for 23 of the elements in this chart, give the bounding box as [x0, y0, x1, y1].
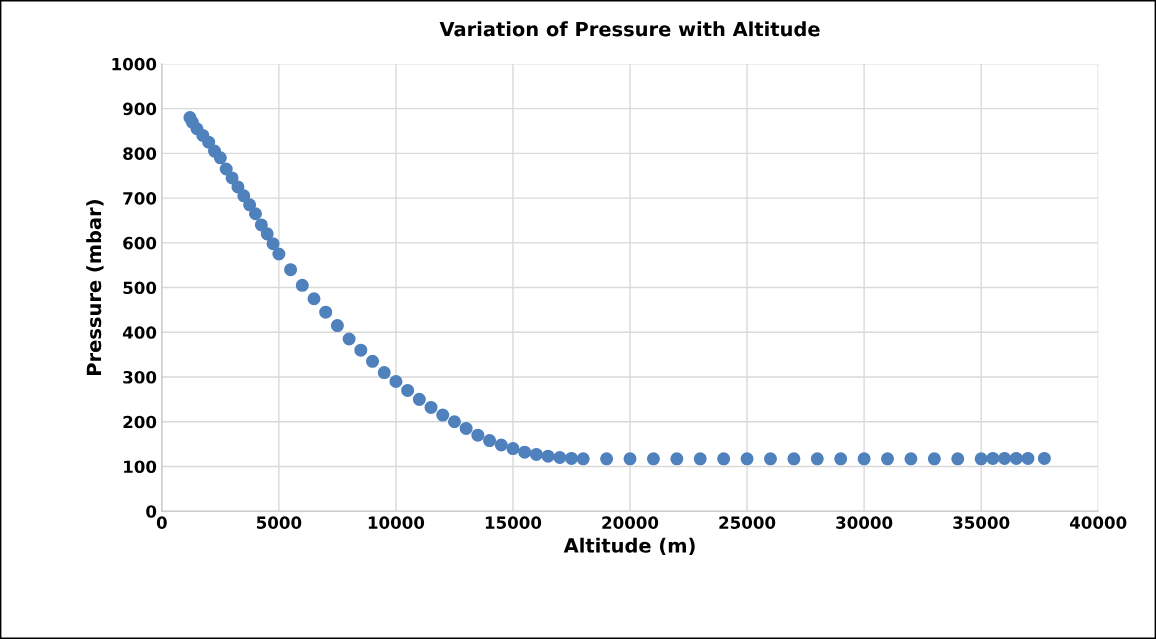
- y-tick-label: 300: [123, 370, 157, 384]
- x-tick-label: 0: [156, 516, 167, 529]
- x-tick-label: 10000: [368, 516, 425, 529]
- y-axis-title: Pressure (mbar): [86, 200, 104, 375]
- x-tick-label: 25000: [719, 516, 776, 529]
- y-tick-label: 500: [123, 281, 157, 295]
- chart-title: Variation of Pressure with Altitude: [439, 21, 820, 37]
- x-tick-label: 20000: [602, 516, 659, 529]
- x-tick-label: 5000: [256, 516, 302, 529]
- y-tick-label: 600: [123, 236, 157, 250]
- y-tick-label: 1000: [112, 57, 157, 71]
- y-tick-label: 0: [146, 505, 157, 518]
- x-tick-label: 40000: [1069, 516, 1127, 529]
- y-tick-label: 900: [123, 102, 157, 116]
- y-tick-label: 100: [124, 460, 157, 474]
- x-axis-title: Altitude (m): [563, 537, 695, 556]
- x-tick-label: 30000: [836, 516, 893, 529]
- x-tick-label: 15000: [485, 516, 542, 529]
- y-tick-label: 400: [122, 326, 157, 339]
- y-tick-label: 800: [123, 147, 157, 160]
- y-tick-label: 200: [123, 415, 157, 429]
- y-tick-label: 700: [123, 192, 157, 205]
- x-tick-label: 35000: [953, 516, 1010, 529]
